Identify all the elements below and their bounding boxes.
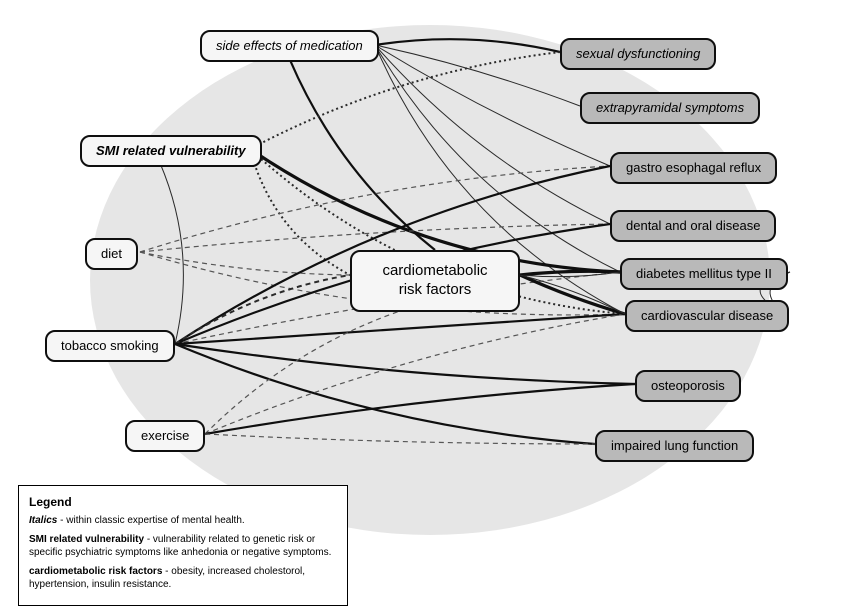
- node-label: diet: [101, 246, 122, 261]
- node-label: extrapyramidal symptoms: [596, 100, 744, 115]
- node-label: impaired lung function: [611, 438, 738, 453]
- node-sexual_dys: sexual dysfunctioning: [560, 38, 716, 70]
- node-diet: diet: [85, 238, 138, 270]
- node-label: gastro esophagal reflux: [626, 160, 761, 175]
- node-label: tobacco smoking: [61, 338, 159, 353]
- node-smi: SMI related vulnerability: [80, 135, 262, 167]
- node-label: cardiovascular disease: [641, 308, 773, 323]
- node-dental: dental and oral disease: [610, 210, 776, 242]
- legend-box: Legend Italics - within classic expertis…: [18, 485, 348, 606]
- node-label: SMI related vulnerability: [96, 143, 246, 158]
- node-exercise: exercise: [125, 420, 205, 452]
- node-label: sexual dysfunctioning: [576, 46, 700, 61]
- legend-term: Italics: [29, 515, 57, 526]
- node-cvd: cardiovascular disease: [625, 300, 789, 332]
- node-cardio_rf: cardiometabolicrisk factors: [350, 250, 520, 312]
- node-side_effects: side effects of medication: [200, 30, 379, 62]
- node-label: dental and oral disease: [626, 218, 760, 233]
- legend-desc: - within classic expertise of mental hea…: [57, 515, 244, 526]
- node-diabetes: diabetes mellitus type II: [620, 258, 788, 290]
- legend-line: SMI related vulnerability - vulnerabilit…: [29, 533, 337, 560]
- node-label: exercise: [141, 428, 189, 443]
- node-extrapyramidal: extrapyramidal symptoms: [580, 92, 760, 124]
- node-tobacco: tobacco smoking: [45, 330, 175, 362]
- node-label: diabetes mellitus type II: [636, 266, 772, 281]
- legend-term: SMI related vulnerability: [29, 534, 144, 545]
- node-label: cardiometabolicrisk factors: [382, 262, 487, 298]
- node-lung: impaired lung function: [595, 430, 754, 462]
- legend-line: cardiometabolic risk factors - obesity, …: [29, 565, 337, 592]
- legend-line: Italics - within classic expertise of me…: [29, 514, 337, 528]
- node-label: side effects of medication: [216, 38, 363, 53]
- legend-title: Legend: [29, 494, 337, 510]
- node-osteoporosis: osteoporosis: [635, 370, 741, 402]
- node-gastro: gastro esophagal reflux: [610, 152, 777, 184]
- node-label: osteoporosis: [651, 378, 725, 393]
- legend-term: cardiometabolic risk factors: [29, 566, 162, 577]
